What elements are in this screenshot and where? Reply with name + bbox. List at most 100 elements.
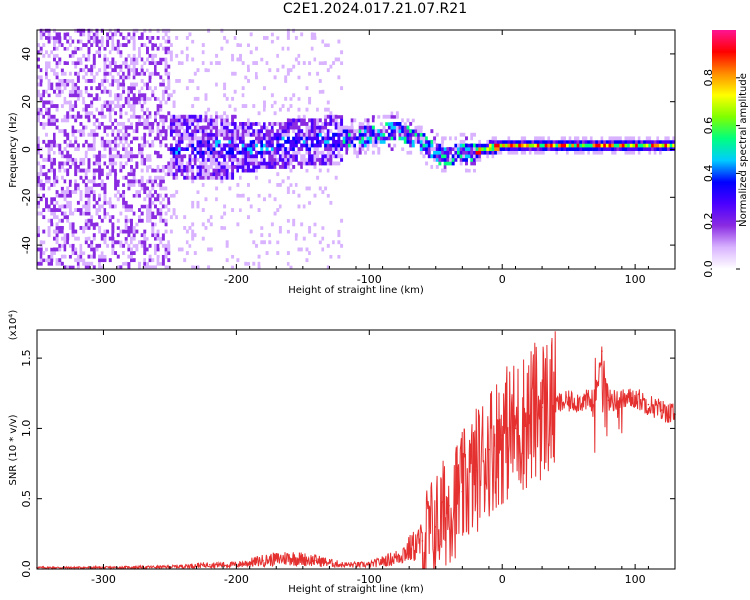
heatmap-cell — [249, 125, 253, 130]
heatmap-cell — [308, 68, 312, 73]
heatmap-cell — [255, 154, 258, 159]
heatmap-cell — [100, 265, 104, 270]
heatmap-cell — [39, 53, 43, 58]
heatmap-cell — [249, 143, 253, 148]
heatmap-cell — [510, 150, 514, 155]
heatmap-cell — [50, 139, 54, 144]
heatmap-cell — [329, 132, 333, 137]
heatmap-cell — [268, 79, 272, 83]
heatmap-cell — [350, 136, 354, 141]
heatmap-cell — [111, 175, 115, 180]
heatmap-cell — [284, 79, 288, 83]
heatmap-cell — [305, 136, 309, 141]
heatmap-cell — [111, 43, 115, 47]
heatmap-cell — [364, 125, 367, 130]
heatmap-cell — [63, 43, 67, 47]
heatmap-cell — [58, 161, 62, 166]
heatmap-cell — [185, 233, 189, 238]
heatmap-cell — [79, 61, 83, 65]
heatmap-cell — [265, 147, 269, 151]
heatmap-cell — [87, 46, 91, 51]
heatmap-cell — [143, 111, 147, 116]
heatmap-cell — [393, 32, 397, 37]
heatmap-cell — [199, 150, 203, 155]
heatmap-cell — [316, 100, 320, 105]
heatmap-cell — [55, 233, 59, 238]
heatmap-cell — [358, 168, 362, 173]
heatmap-cell — [313, 68, 317, 73]
heatmap-cell — [526, 136, 530, 141]
heatmap-cell — [45, 186, 48, 191]
heatmap-cell — [358, 125, 362, 130]
heatmap-cell — [175, 71, 179, 76]
heatmap-cell — [292, 39, 296, 44]
heatmap-cell — [79, 226, 83, 230]
heatmap-cell — [217, 165, 221, 169]
heatmap-cell — [53, 143, 56, 148]
heatmap-cell — [122, 147, 126, 151]
heatmap-cell — [220, 53, 224, 58]
heatmap-cell — [550, 143, 554, 148]
heatmap-cell — [76, 226, 80, 230]
heatmap-cell — [324, 251, 328, 255]
heatmap-cell — [140, 96, 144, 101]
heatmap-cell — [276, 143, 280, 148]
heatmap-cell — [60, 211, 64, 216]
heatmap-cell — [76, 165, 80, 169]
heatmap-cell — [164, 132, 168, 137]
heatmap-cell — [480, 147, 484, 151]
heatmap-cell — [148, 218, 152, 223]
heatmap-cell — [37, 136, 40, 141]
heatmap-cell — [87, 68, 91, 73]
heatmap-cell — [571, 150, 575, 155]
heatmap-cell — [114, 64, 118, 69]
heatmap-cell — [281, 208, 285, 212]
heatmap-cell — [146, 247, 149, 252]
heatmap-cell — [151, 57, 155, 62]
heatmap-cell — [79, 46, 83, 51]
heatmap-cell — [127, 104, 131, 108]
heatmap-cell — [252, 240, 256, 245]
heatmap-cell — [95, 132, 99, 137]
heatmap-cell — [574, 139, 577, 144]
heatmap-cell — [188, 125, 192, 130]
heatmap-cell — [151, 247, 155, 252]
heatmap-cell — [552, 143, 556, 148]
heatmap-cell — [84, 168, 88, 173]
heatmap-cell — [236, 165, 240, 169]
heatmap-cell — [106, 132, 110, 137]
heatmap-cell — [276, 122, 280, 126]
heatmap-cell — [653, 136, 657, 141]
heatmap-cell — [308, 200, 312, 205]
heatmap-cell — [100, 197, 104, 202]
heatmap-cell — [393, 136, 397, 141]
heatmap-cell — [278, 229, 282, 234]
heatmap-cell — [143, 132, 147, 137]
heatmap-cell — [132, 39, 136, 44]
heatmap-cell — [326, 143, 330, 148]
heatmap-cell — [108, 107, 112, 112]
heatmap-cell — [284, 243, 288, 248]
heatmap-cell — [103, 104, 107, 108]
heatmap-cell — [63, 28, 67, 33]
heatmap-cell — [87, 165, 91, 169]
heatmap-cell — [114, 218, 118, 223]
heatmap-cell — [215, 157, 219, 162]
heatmap-cell — [116, 222, 120, 227]
heatmap-cell — [87, 50, 91, 55]
heatmap-cell — [172, 129, 176, 134]
heatmap-cell — [122, 150, 126, 155]
heatmap-cell — [225, 132, 229, 137]
heatmap-cell — [555, 143, 559, 148]
heatmap-cell — [225, 243, 229, 248]
heatmap-cell — [130, 247, 133, 252]
heatmap-cell — [637, 143, 641, 148]
heatmap-cell — [87, 197, 91, 202]
heatmap-cell — [667, 139, 670, 144]
heatmap-cell — [225, 143, 229, 148]
heatmap-cell — [130, 93, 133, 98]
heatmap-cell — [597, 143, 601, 148]
heatmap-cell — [369, 139, 373, 144]
heatmap-cell — [180, 136, 184, 141]
